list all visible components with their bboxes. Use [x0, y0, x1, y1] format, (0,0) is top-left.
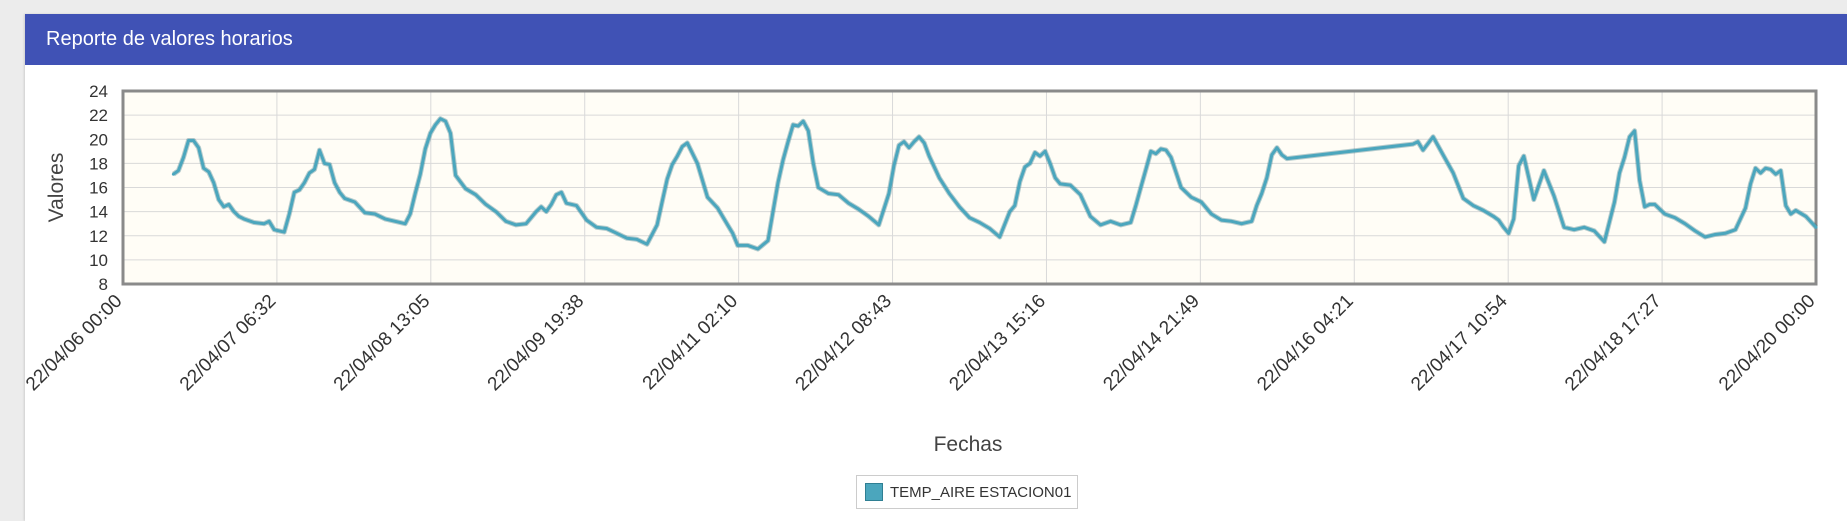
x-tick-label: 22/04/09 19:38: [484, 291, 589, 396]
y-tick-label: 10: [89, 251, 108, 270]
y-tick-label: 20: [89, 130, 108, 149]
y-tick-label: 8: [99, 275, 108, 294]
x-tick-label: 22/04/17 10:54: [1407, 290, 1512, 395]
x-axis-title: Fechas: [934, 433, 1003, 456]
y-tick-label: 24: [89, 82, 108, 101]
x-tick-label: 22/04/12 08:43: [792, 291, 897, 396]
y-tick-label: 22: [89, 106, 108, 125]
y-axis-title: Valores: [45, 153, 68, 223]
x-tick-label: 22/04/20 00:00: [1715, 291, 1820, 396]
x-tick-label: 22/04/08 13:05: [330, 291, 435, 396]
panel-title: Reporte de valores horarios: [46, 28, 293, 50]
x-tick-label: 22/04/14 21:49: [1099, 291, 1204, 396]
y-tick-label: 18: [89, 154, 108, 173]
x-tick-label: 22/04/06 00:00: [22, 291, 127, 396]
plot-frame: [121, 89, 1818, 286]
chart-legend[interactable]: TEMP_AIRE ESTACION01: [856, 475, 1079, 509]
legend-label: TEMP_AIRE ESTACION01: [890, 483, 1072, 501]
x-tick-label: 22/04/13 15:16: [945, 291, 1050, 396]
series-line: [171, 117, 1818, 251]
legend-swatch: [865, 483, 883, 501]
y-tick-label: 16: [89, 179, 108, 198]
x-tick-label: 22/04/07 06:32: [176, 291, 281, 396]
y-tick-label: 12: [89, 227, 108, 246]
panel-header: Reporte de valores horarios: [25, 14, 1847, 65]
y-tick-label: 14: [89, 203, 108, 222]
x-tick-label: 22/04/16 04:21: [1253, 291, 1358, 396]
x-tick-label: 22/04/11 02:10: [639, 291, 743, 395]
x-tick-label: 22/04/18 17:27: [1561, 291, 1666, 396]
